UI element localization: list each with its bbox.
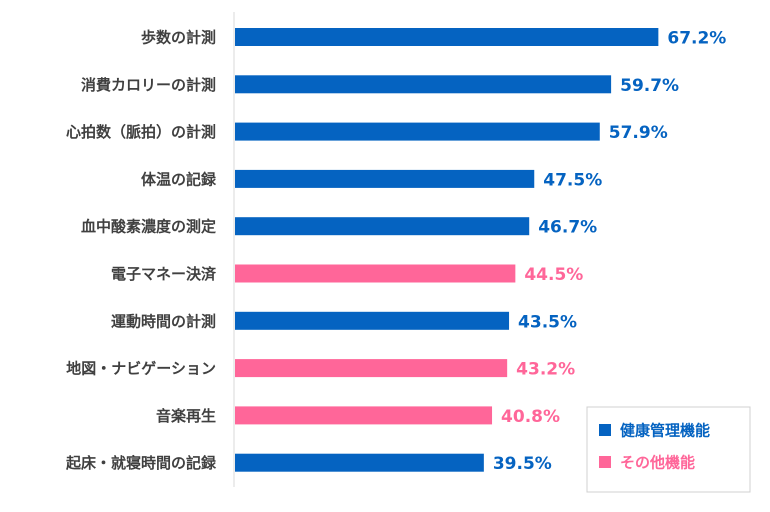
bar (235, 28, 659, 46)
data-label: 40.8% (501, 407, 560, 427)
category-label: 運動時間の計測 (111, 312, 216, 330)
category-label: 音楽再生 (156, 407, 216, 425)
data-label: 46.7% (538, 218, 597, 238)
legend-swatch (599, 456, 611, 468)
category-label: 歩数の計測 (141, 29, 216, 47)
bar (235, 122, 600, 141)
legend-swatch (599, 424, 611, 436)
bar (235, 359, 508, 378)
data-label: 67.2% (667, 29, 726, 49)
data-label: 44.5% (524, 265, 583, 285)
category-label: 地図・ナビゲーション (66, 360, 216, 378)
data-label: 43.2% (516, 360, 575, 380)
category-label: 血中酸素濃度の測定 (81, 218, 216, 236)
category-label: 消費カロリーの計測 (81, 76, 216, 94)
category-label: 体温の記録 (141, 170, 217, 188)
bar (235, 169, 535, 188)
data-label: 39.5% (493, 454, 552, 474)
category-label: 心拍数（脈拍）の計測 (66, 123, 216, 141)
bar (235, 217, 530, 236)
bar (235, 264, 516, 283)
data-label: 43.5% (518, 312, 577, 332)
legend-box (586, 406, 751, 493)
legend-entry-label: その他機能 (620, 454, 695, 472)
data-label: 47.5% (543, 170, 602, 190)
bar (235, 75, 612, 94)
bar (235, 311, 510, 330)
data-label: 57.9% (609, 123, 668, 143)
legend-entry-label: 健康管理機能 (620, 422, 710, 440)
category-label: 電子マネー決済 (111, 265, 217, 283)
bar (235, 406, 493, 425)
category-label: 起床・就寝時間の記録 (65, 454, 217, 472)
data-label: 59.7% (620, 76, 679, 96)
bar (235, 453, 484, 472)
